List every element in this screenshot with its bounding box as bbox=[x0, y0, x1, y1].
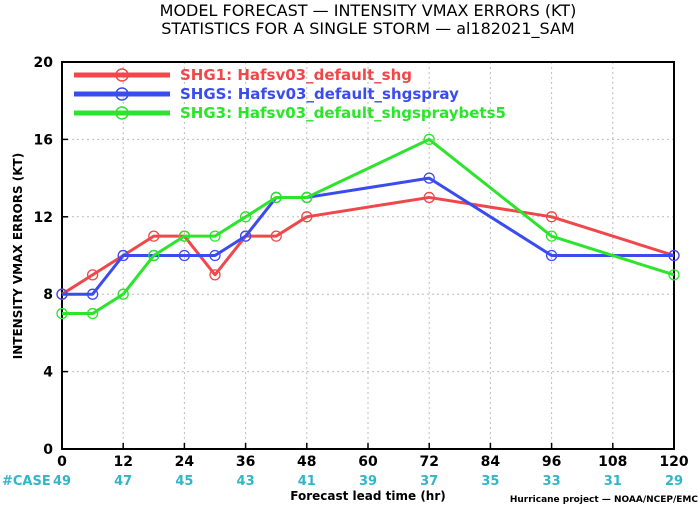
grid-lines bbox=[62, 62, 674, 449]
data-point bbox=[270, 191, 282, 204]
case-count: 37 bbox=[420, 474, 438, 489]
legend-marker bbox=[115, 106, 129, 120]
case-count: 49 bbox=[53, 474, 71, 489]
x-axis-label: Forecast lead time (hr) bbox=[290, 489, 446, 503]
x-tick-label: 0 bbox=[57, 454, 67, 470]
data-point bbox=[545, 230, 558, 242]
data-point bbox=[668, 249, 680, 262]
x-tick-label: 120 bbox=[659, 454, 688, 470]
data-point bbox=[56, 288, 68, 300]
x-tick-label: 96 bbox=[542, 454, 561, 470]
legend-entry: SHG1: Hafsv03_default_shg bbox=[74, 66, 412, 84]
series-line bbox=[62, 137, 675, 316]
case-count: 47 bbox=[114, 474, 132, 489]
data-point bbox=[209, 269, 221, 281]
case-count: 31 bbox=[604, 474, 622, 489]
data-point bbox=[423, 172, 435, 184]
case-count: 43 bbox=[237, 474, 255, 489]
data-point bbox=[423, 191, 435, 204]
data-point bbox=[239, 211, 252, 223]
y-tick-label: 8 bbox=[43, 287, 53, 303]
series-group bbox=[56, 133, 680, 320]
case-count: 45 bbox=[175, 474, 193, 489]
chart-subtitle: STATISTICS FOR A SINGLE STORM — al182021… bbox=[161, 19, 574, 39]
chart-title: MODEL FORECAST — INTENSITY VMAX ERRORS (… bbox=[160, 1, 577, 20]
case-count-row: #CASE 49 47 45 43 41 39 37 35 33 31 29 bbox=[2, 474, 683, 489]
x-tick-label: 72 bbox=[419, 454, 438, 470]
data-point bbox=[148, 249, 160, 262]
y-tick-label: 20 bbox=[34, 55, 54, 71]
data-point bbox=[117, 288, 129, 300]
data-point bbox=[56, 307, 68, 320]
data-point bbox=[209, 249, 221, 262]
case-count: 29 bbox=[665, 474, 683, 489]
legend-marker bbox=[115, 68, 129, 82]
case-count: 41 bbox=[298, 474, 316, 489]
data-point bbox=[148, 230, 160, 242]
legend-label: SHGS: Hafsv03_default_shgspray bbox=[180, 85, 459, 103]
y-tick-label: 0 bbox=[43, 442, 53, 458]
data-point bbox=[668, 269, 680, 281]
y-tick-label: 12 bbox=[34, 210, 53, 226]
series-line bbox=[61, 195, 675, 296]
data-point bbox=[423, 133, 435, 146]
case-label: #CASE bbox=[2, 474, 51, 489]
x-tick-label: 108 bbox=[598, 454, 627, 470]
series-line bbox=[62, 176, 674, 296]
x-tick-label: 24 bbox=[175, 454, 195, 470]
data-point bbox=[178, 249, 191, 262]
data-point bbox=[86, 269, 99, 281]
data-point bbox=[545, 249, 558, 262]
case-count: 35 bbox=[481, 474, 499, 489]
data-point bbox=[86, 288, 99, 300]
x-tick-label: 84 bbox=[481, 454, 501, 470]
y-tick-label: 4 bbox=[43, 365, 53, 381]
x-tick-label: 12 bbox=[113, 454, 132, 470]
case-count: 39 bbox=[359, 474, 377, 489]
data-point bbox=[301, 191, 313, 204]
y-axis-label: INTENSITY VMAX ERRORS (KT) bbox=[11, 153, 25, 359]
data-point bbox=[117, 249, 129, 262]
x-tick-label: 48 bbox=[297, 454, 316, 470]
x-tick-label: 60 bbox=[358, 454, 378, 470]
legend-entry: SHGS: Hafsv03_default_shgspray bbox=[74, 85, 459, 103]
x-tick-label: 36 bbox=[236, 454, 255, 470]
legend-entry: SHG3: Hafsv03_default_shgspraybets5 bbox=[74, 104, 506, 122]
y-tick-label: 16 bbox=[34, 132, 53, 148]
data-point bbox=[239, 230, 252, 242]
data-point bbox=[209, 230, 221, 242]
legend-marker bbox=[115, 87, 129, 101]
data-point bbox=[301, 211, 313, 223]
legend-label: SHG1: Hafsv03_default_shg bbox=[180, 66, 412, 84]
data-point bbox=[545, 211, 558, 223]
data-point bbox=[86, 307, 99, 320]
legend-label: SHG3: Hafsv03_default_shgspraybets5 bbox=[180, 104, 506, 122]
credit-text: Hurricane project — NOAA/NCEP/EMC bbox=[510, 495, 699, 505]
data-point bbox=[270, 230, 282, 242]
case-count: 33 bbox=[543, 474, 561, 489]
series-3 bbox=[56, 133, 680, 320]
data-point bbox=[178, 230, 191, 242]
